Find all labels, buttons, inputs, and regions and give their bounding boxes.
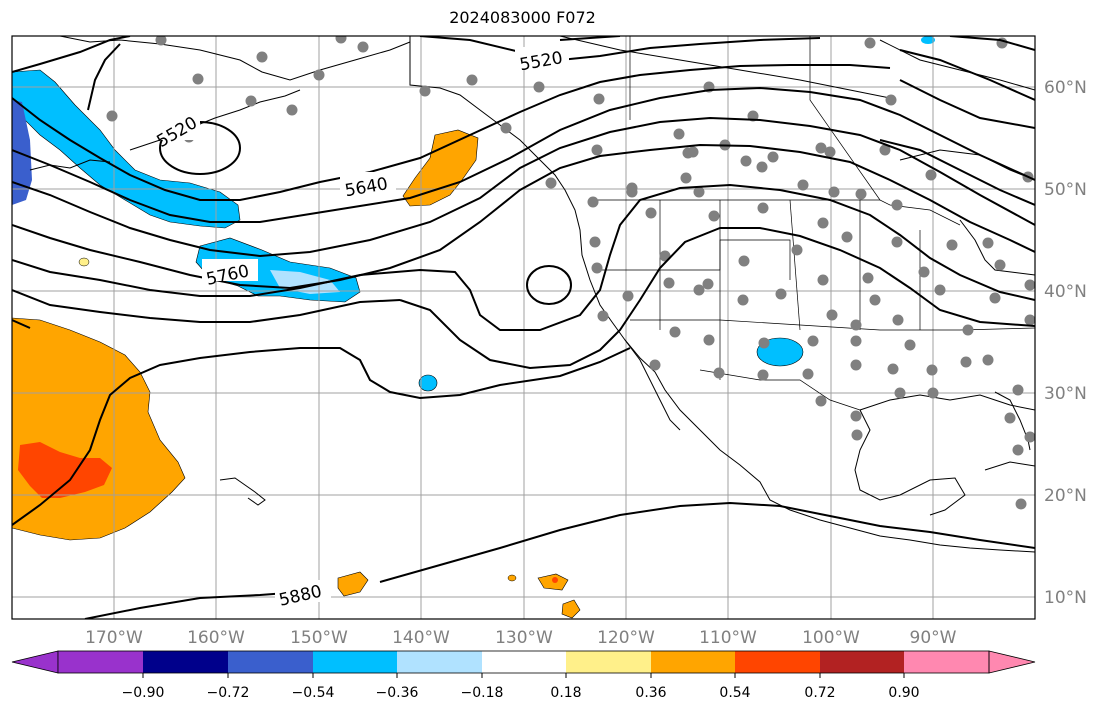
colorbar-segment	[313, 651, 397, 673]
colorbar-segment	[143, 651, 228, 673]
colorbar-tick-label: −0.90	[122, 685, 165, 701]
colorbar-tick-label: 0.72	[804, 685, 835, 701]
negative-anomaly-small	[418, 374, 438, 392]
colorbar-segment	[904, 651, 989, 673]
latitude-labels: 60°N 50°N 40°N 30°N 20°N 10°N	[1044, 78, 1087, 608]
colorbar-tick-label: −0.54	[292, 685, 335, 701]
colorbar-segment	[820, 651, 904, 673]
colorbar-segment	[735, 651, 820, 673]
colorbar-extend-low	[11, 650, 59, 674]
colorbar-segment	[566, 651, 651, 673]
lon-label: 100°W	[802, 628, 860, 648]
colorbar-segment	[228, 651, 313, 673]
colorbar-segment	[482, 651, 566, 673]
colorbar-tick-label: 0.36	[635, 685, 666, 701]
lat-label: 40°N	[1044, 282, 1087, 302]
lon-label: 90°W	[910, 628, 957, 648]
colorbar-tick-label: 0.90	[888, 685, 919, 701]
positive-anomaly-ne-pacific	[402, 129, 479, 207]
lon-label: 130°W	[495, 628, 553, 648]
lon-label: 170°W	[85, 628, 143, 648]
station-dots	[106, 36, 1035, 510]
colorbar-tick-label: −0.18	[461, 685, 504, 701]
negative-anomaly-core	[12, 100, 32, 205]
lat-label: 50°N	[1044, 180, 1087, 200]
positive-anomaly-core	[18, 442, 112, 498]
lon-label: 160°W	[187, 628, 245, 648]
graticule	[12, 36, 1035, 619]
lon-label: 150°W	[290, 628, 348, 648]
map-title: 2024083000 F072	[449, 8, 596, 27]
lon-label: 120°W	[597, 628, 655, 648]
colorbar-tick-label: 0.54	[719, 685, 750, 701]
colorbar-segment	[58, 651, 143, 673]
colorbar-tick-label: −0.72	[207, 685, 250, 701]
colorbar: −0.90 −0.72 −0.54 −0.36 −0.18 0.18 0.36 …	[11, 650, 1036, 701]
colorbar-tick-label: 0.18	[550, 685, 581, 701]
lat-label: 10°N	[1044, 588, 1087, 608]
lat-label: 60°N	[1044, 78, 1087, 98]
colorbar-segment	[397, 651, 482, 673]
lon-label: 110°W	[699, 628, 757, 648]
lat-label: 20°N	[1044, 486, 1087, 506]
height-contours	[12, 36, 1035, 619]
longitude-labels: 170°W 160°W 150°W 140°W 130°W 120°W 110°…	[85, 628, 957, 648]
lat-label: 30°N	[1044, 384, 1087, 404]
colorbar-segment	[651, 651, 735, 673]
colorbar-tick-label: −0.36	[376, 685, 419, 701]
colorbar-extend-high	[988, 650, 1036, 674]
lon-label: 140°W	[392, 628, 450, 648]
map-frame	[11, 35, 1036, 620]
